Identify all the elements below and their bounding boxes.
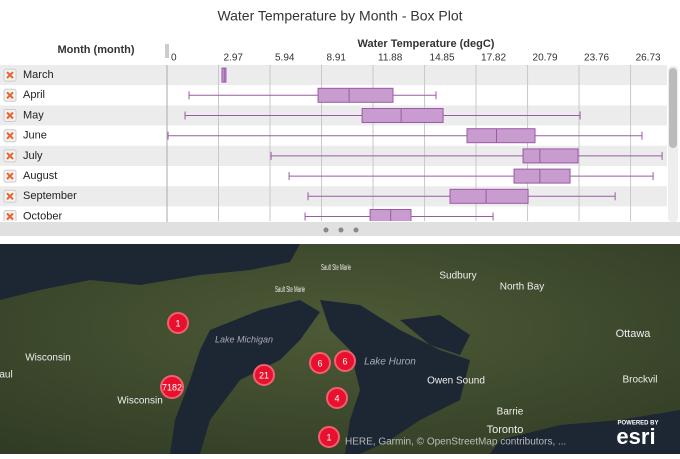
box (522, 148, 579, 164)
lake-ontario (490, 410, 680, 454)
cluster[interactable]: 4 (326, 387, 348, 409)
place-label: aul (0, 370, 13, 381)
cluster-marker (253, 364, 275, 386)
x-tick-label: 11.88 (378, 53, 403, 64)
cluster[interactable]: 6 (309, 352, 331, 374)
logo-caption: POWERED BY (617, 421, 658, 427)
cluster-marker (318, 426, 340, 448)
place-label: Owen Sound (427, 376, 485, 387)
box (317, 87, 394, 103)
row-label: March (23, 69, 54, 81)
attribution: HERE, Garmin, © OpenStreetMap contributo… (345, 437, 566, 448)
x-tick-label: 14.85 (430, 53, 455, 64)
box (361, 108, 444, 123)
map[interactable]: Sault Ste Marie Sault Ste Marie Sudbury Nor… (0, 244, 680, 454)
place-label: Toronto (487, 424, 524, 436)
box (513, 168, 571, 184)
remove-button[interactable] (3, 68, 17, 82)
box (449, 188, 529, 204)
place-label: Brockvil (622, 375, 657, 386)
remove-icon (6, 131, 14, 140)
x-tick-label: 26.73 (636, 53, 661, 64)
cluster[interactable]: 6 (334, 350, 356, 372)
lake-huron (320, 300, 470, 454)
remove-icon (6, 192, 14, 201)
remove-button[interactable] (3, 169, 17, 183)
georgian-bay (400, 315, 470, 355)
x-tick-label: 8.91 (327, 53, 347, 64)
x-tick-label: 17.82 (481, 53, 506, 64)
cluster-marker (160, 375, 184, 399)
cluster-marker (326, 387, 348, 409)
place-label: North Bay (500, 282, 544, 293)
row-header: Month (month) (58, 44, 135, 56)
remove-button[interactable] (3, 210, 17, 223)
remove-icon (6, 172, 14, 180)
cluster-count: 1 (326, 432, 331, 442)
axis-title: Water Temperature (degC) (358, 38, 495, 50)
row-label: April (23, 89, 45, 101)
lake-superior (0, 244, 300, 300)
cluster[interactable]: 7182 (160, 375, 184, 399)
place-label: Sudbury (439, 271, 476, 282)
place-label: Sault Ste Marie (321, 263, 351, 272)
gap (0, 236, 680, 244)
row-label: October (23, 210, 62, 222)
cluster-count: 7182 (162, 382, 182, 392)
remove-button[interactable] (3, 88, 17, 102)
remove-icon (6, 91, 14, 100)
place-label: Lake Huron (364, 357, 416, 368)
cluster[interactable]: 1 (167, 312, 189, 334)
remove-icon (6, 152, 14, 160)
remove-icon (6, 71, 14, 79)
column-resizer[interactable] (165, 44, 169, 58)
x-tick-label: 23.76 (584, 53, 609, 64)
cluster[interactable]: 1 (318, 426, 340, 448)
cluster-count: 4 (334, 393, 339, 403)
remove-icon (6, 111, 14, 120)
place-label: Wisconsin (117, 396, 163, 407)
place-label: Sault Ste Marie (275, 285, 305, 294)
row-label: July (23, 150, 43, 162)
x-tick-label: 0 (171, 53, 177, 64)
splitter-dot (353, 227, 359, 233)
chart-title: Water Temperature by Month - Box Plot (217, 8, 462, 24)
x-tick-label: 20.79 (533, 53, 558, 64)
place-label: Barrie (497, 407, 524, 418)
row-label: June (23, 130, 47, 142)
remove-button[interactable] (3, 189, 17, 203)
splitter-dot (338, 227, 344, 233)
row-label: September (23, 190, 77, 202)
remove-icon (6, 212, 14, 221)
cluster-count: 6 (317, 358, 322, 368)
lake-michigan (170, 300, 320, 454)
cluster-count: 6 (342, 356, 347, 366)
remove-button[interactable] (3, 129, 17, 143)
cluster-marker (334, 350, 356, 372)
remove-button[interactable] (3, 149, 17, 163)
row-label: August (23, 170, 57, 182)
splitter-dot (323, 227, 329, 233)
cluster-marker (309, 352, 331, 374)
remove-button[interactable] (3, 109, 17, 122)
esri-logo[interactable]: esri (616, 424, 655, 449)
x-tick-label: 2.97 (224, 53, 244, 64)
scrollbar-thumb[interactable] (669, 68, 677, 148)
cluster[interactable]: 21 (253, 364, 275, 386)
cluster-count: 21 (259, 370, 269, 380)
cluster-marker (167, 312, 189, 334)
x-tick-label: 5.94 (275, 53, 295, 64)
cluster-count: 1 (175, 318, 180, 328)
box (466, 128, 536, 144)
place-label: Wisconsin (25, 353, 71, 364)
row (0, 65, 667, 86)
row-label: May (23, 109, 44, 121)
place-label: Lake Michigan (215, 334, 273, 344)
place-label: Ottawa (616, 328, 652, 340)
